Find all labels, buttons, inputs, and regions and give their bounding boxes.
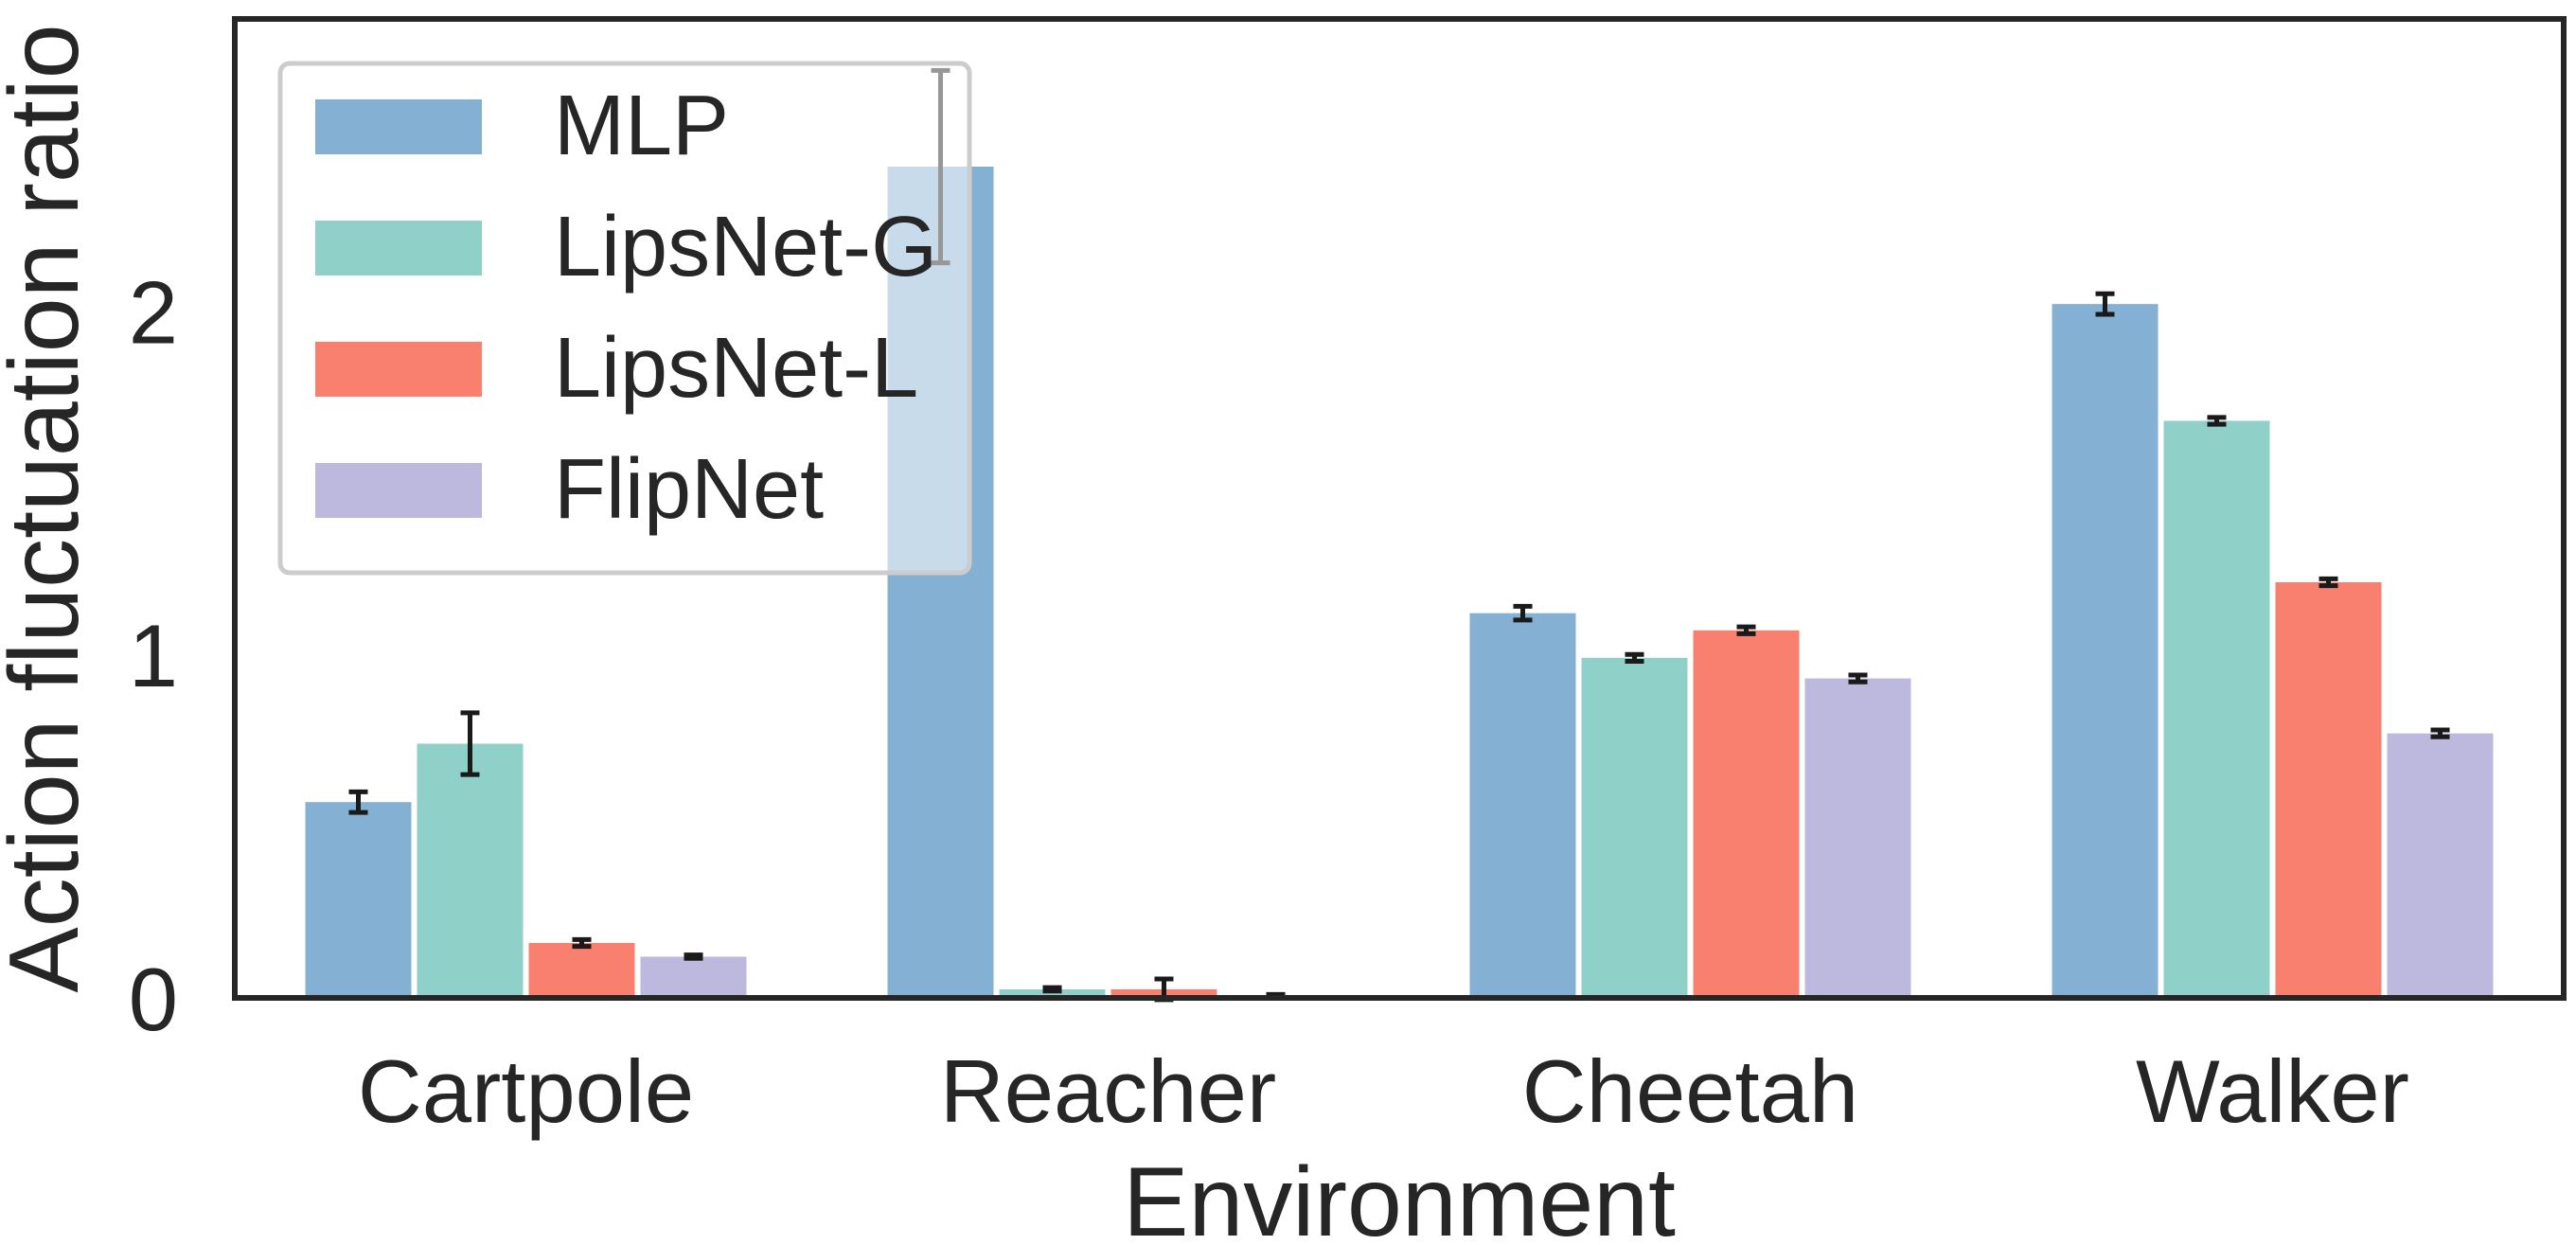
bar-mlp-walker: [2052, 304, 2159, 998]
error-bar-mlp-cartpole: [348, 789, 368, 815]
bar-lipsnet-g-cartpole: [417, 743, 524, 998]
legend-label-flipnet: FlipNet: [554, 442, 824, 537]
bars-group: [305, 167, 2494, 998]
bar-flipnet-cheetah: [1804, 678, 1911, 998]
bar-flipnet-walker: [2387, 733, 2494, 998]
legend-label-mlp: MLP: [554, 79, 729, 173]
plot-area: [305, 67, 2494, 1003]
legend-swatch-mlp: [315, 99, 482, 154]
legend-swatch-lipsnet-g: [315, 221, 482, 276]
y-axis-ticks: 0 1 2: [129, 262, 178, 1049]
error-bar-flipnet-walker: [2430, 727, 2450, 739]
y-tick-label: 0: [129, 950, 178, 1049]
error-bar-flipnet-cartpole: [684, 952, 703, 961]
bar-lipsnet-l-cartpole: [528, 942, 635, 998]
x-tick-label: Cartpole: [358, 1041, 694, 1141]
plot-frame: [232, 16, 2567, 1001]
error-bar-mlp-walker: [2095, 291, 2115, 317]
bar-mlp-cartpole: [305, 802, 412, 998]
y-tick-label: 1: [129, 606, 178, 705]
x-tick-label: Reacher: [940, 1041, 1276, 1141]
bar-lipsnet-g-walker: [2163, 420, 2270, 998]
y-axis-title: Action fluctuation ratio: [0, 24, 99, 992]
x-tick-label: Walker: [2136, 1041, 2409, 1141]
error-bar-lipsnet-g-walker: [2207, 415, 2227, 427]
bar-lipsnet-l-walker: [2275, 582, 2382, 998]
error-bar-mlp-cheetah: [1513, 603, 1533, 623]
legend-swatch-flipnet: [315, 463, 482, 518]
error-bar-lipsnet-l-walker: [2318, 576, 2338, 589]
error-bar-lipsnet-g-cheetah: [1625, 651, 1644, 664]
bar-lipsnet-g-reacher: [999, 988, 1106, 998]
legend-label-lipsnet-l: LipsNet-L: [554, 321, 918, 416]
legend-swatch-lipsnet-l: [315, 342, 482, 397]
x-axis-title: Environment: [1123, 1147, 1676, 1245]
bar-lipsnet-g-cheetah: [1581, 657, 1688, 998]
legend-label-lipsnet-g: LipsNet-G: [554, 200, 937, 294]
bar-flipnet-cartpole: [640, 956, 747, 998]
error-bar-lipsnet-l-cartpole: [572, 936, 592, 950]
legend: MLP LipsNet-G LipsNet-L FlipNet: [277, 61, 972, 576]
error-bar-lipsnet-l-cheetah: [1736, 624, 1756, 636]
x-tick-label: Cheetah: [1522, 1041, 1858, 1141]
y-tick-label: 2: [129, 262, 178, 362]
bar-mlp-cheetah: [1469, 613, 1576, 998]
error-bar-lipsnet-g-cartpole: [460, 710, 480, 777]
x-axis-ticks: Cartpole Reacher Cheetah Walker: [358, 1041, 2409, 1141]
legend-box: [277, 61, 972, 576]
bar-lipsnet-l-cheetah: [1693, 630, 1800, 998]
error-bar-lipsnet-g-reacher: [1042, 985, 1062, 994]
error-bar-flipnet-cheetah: [1848, 672, 1868, 685]
